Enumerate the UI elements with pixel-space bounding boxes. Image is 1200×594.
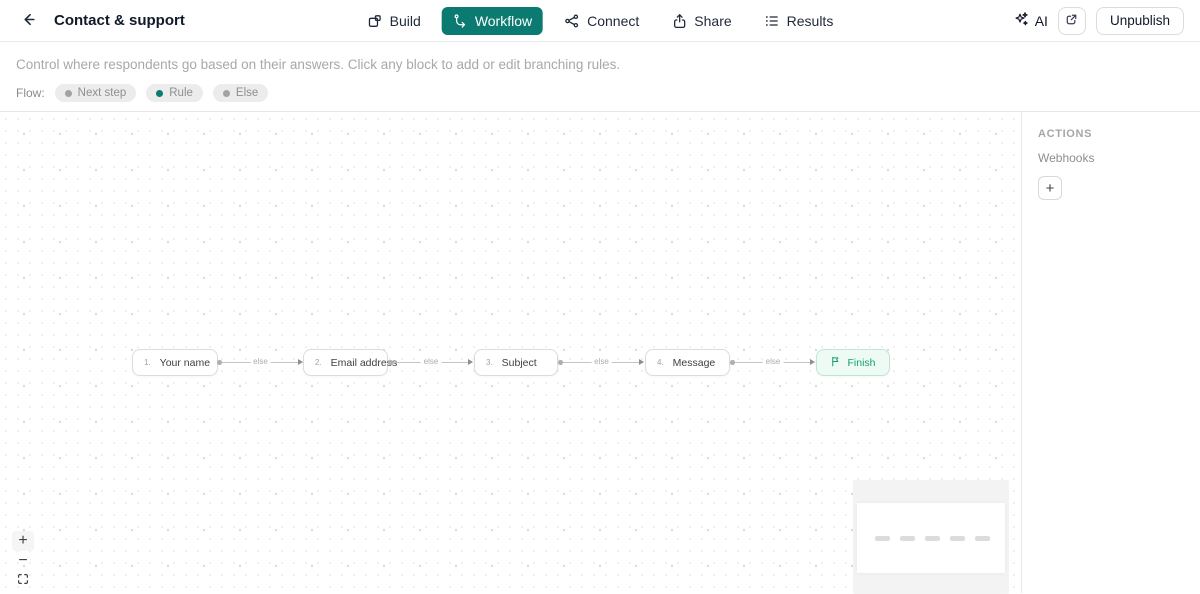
flow-label: Flow: <box>16 86 45 100</box>
workflow-node-email-address[interactable]: 2. Email address <box>303 349 388 376</box>
tab-results[interactable]: Results <box>753 7 845 35</box>
fit-view-button[interactable] <box>12 571 34 591</box>
connect-icon <box>564 13 580 29</box>
legend-chip-rule: Rule <box>146 84 203 102</box>
tab-workflow[interactable]: Workflow <box>442 7 543 35</box>
results-icon <box>764 13 780 29</box>
zoom-out-button[interactable]: − <box>12 551 34 571</box>
top-bar: Contact & support Build Workflow Connect… <box>0 0 1200 42</box>
workflow-node-subject[interactable]: 3. Subject <box>474 349 558 376</box>
share-icon <box>671 13 687 29</box>
workflow-subheader: Control where respondents go based on th… <box>0 42 1200 102</box>
workflow-icon <box>453 13 468 28</box>
arrow-left-icon <box>20 11 37 31</box>
tab-build[interactable]: Build <box>356 7 432 35</box>
workflow-description: Control where respondents go based on th… <box>16 57 1184 72</box>
edge-label: else <box>250 357 271 367</box>
zoom-in-button[interactable]: + <box>12 531 34 551</box>
edge-subject-to-message: else <box>560 362 643 363</box>
add-webhook-button[interactable]: + <box>1038 176 1062 200</box>
legend-chip-else: Else <box>213 84 268 102</box>
workflow-node-finish[interactable]: Finish <box>816 349 890 376</box>
minimap-node-bar <box>900 536 915 541</box>
minimap-node-bar <box>925 536 940 541</box>
page-title: Contact & support <box>54 12 185 29</box>
ai-button[interactable]: AI <box>1013 11 1048 30</box>
workflow-node-message[interactable]: 4. Message <box>645 349 730 376</box>
edge-your-name-to-email: else <box>219 362 302 363</box>
back-button[interactable] <box>16 9 40 33</box>
zoom-controls: + − <box>12 531 34 591</box>
flow-legend: Flow: Next step Rule Else <box>16 84 1184 102</box>
external-link-icon <box>1064 12 1079 30</box>
next-step-dot-icon <box>65 90 72 97</box>
actions-title: ACTIONS <box>1038 128 1184 140</box>
edge-message-to-finish: else <box>732 362 814 363</box>
tab-connect[interactable]: Connect <box>553 7 650 35</box>
tab-share[interactable]: Share <box>660 7 742 35</box>
build-icon <box>367 13 383 29</box>
minimap-node-bar <box>975 536 990 541</box>
minimap[interactable] <box>853 480 1009 594</box>
preview-button[interactable] <box>1058 7 1086 35</box>
tab-bar: Build Workflow Connect Share Results <box>356 7 845 35</box>
workflow-canvas[interactable]: 1. Your name 2. Email address 3. Subject… <box>0 112 1022 593</box>
actions-sidebar: ACTIONS Webhooks + <box>1022 112 1200 593</box>
workflow-node-your-name[interactable]: 1. Your name <box>132 349 218 376</box>
edge-label: else <box>763 357 784 367</box>
workflow-main: 1. Your name 2. Email address 3. Subject… <box>0 111 1200 593</box>
legend-chip-next-step: Next step <box>55 84 137 102</box>
rule-dot-icon <box>156 90 163 97</box>
unpublish-button[interactable]: Unpublish <box>1096 7 1184 35</box>
webhooks-label: Webhooks <box>1038 151 1184 165</box>
fit-view-icon <box>16 572 30 590</box>
flag-icon <box>830 354 841 372</box>
minimap-node-bar <box>950 536 965 541</box>
edge-label: else <box>591 357 612 367</box>
else-dot-icon <box>223 90 230 97</box>
minimap-bars <box>875 536 990 541</box>
edge-email-to-subject: else <box>390 362 472 363</box>
minimap-node-bar <box>875 536 890 541</box>
edge-label: else <box>421 357 442 367</box>
sparkles-icon <box>1013 11 1029 30</box>
minimap-viewport <box>857 503 1005 573</box>
